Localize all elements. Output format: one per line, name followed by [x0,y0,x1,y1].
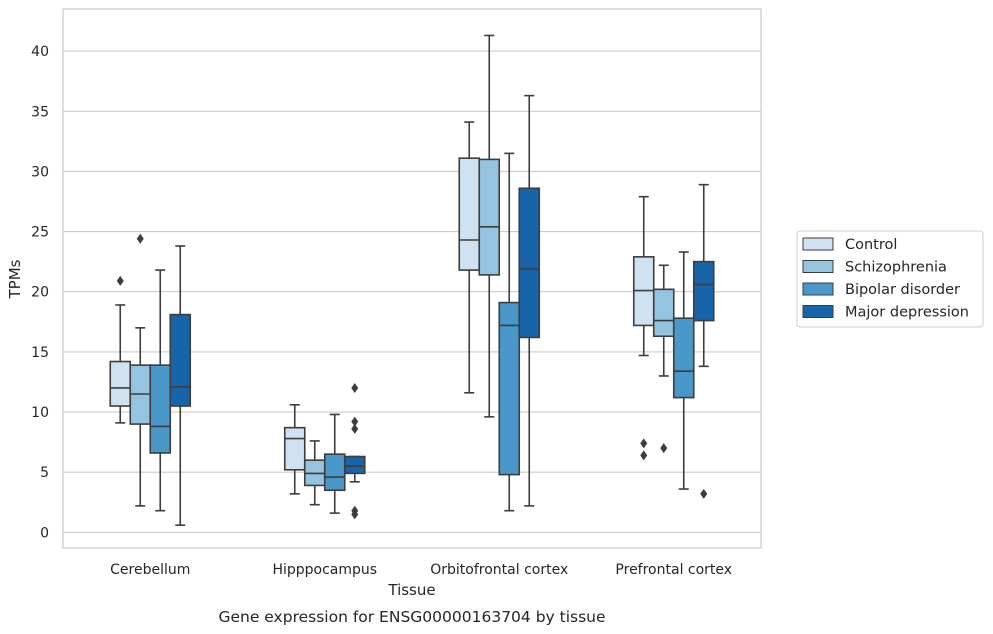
box-2-0 [458,121,481,394]
box-2-2 [498,152,521,512]
outlier-marker [136,233,144,244]
box-2-1 [478,34,501,418]
y-tick-labels: 0 5 10 15 20 25 30 35 40 [31,44,49,541]
outlier-marker [640,450,648,461]
x-tick-label: Prefrontal cortex [615,562,732,578]
y-tick-label: 0 [40,525,49,541]
box-iqr [323,453,346,492]
box-iqr [109,360,132,407]
y-tick-label: 25 [31,225,49,241]
legend-label: Control [845,237,897,253]
y-tick-label: 35 [31,104,49,120]
box-iqr [518,187,541,339]
box-iqr [692,260,715,322]
y-tick-label: 20 [31,285,49,301]
box-iqr [498,301,521,476]
box-3-1 [652,264,675,454]
box-1-3 [343,382,366,520]
box-iqr [169,313,192,407]
box-3-2 [672,251,695,490]
box-iqr [458,157,481,271]
y-tick-label: 40 [31,44,49,60]
legend: Control Schizophrenia Bipolar disorder Majo… [796,230,984,328]
y-tick-label: 15 [31,345,49,361]
x-tick-label: Cerebellum [110,562,190,578]
box-iqr [478,158,501,276]
legend-frame [796,230,984,328]
outlier-marker [640,438,648,449]
box-iqr [672,317,695,399]
box-groups [109,34,715,526]
chart-caption: Gene expression for ENSG00000163704 by t… [218,608,605,626]
plot-frame [62,8,762,549]
outlier-marker [351,382,359,393]
box-0-3 [169,245,192,526]
legend-swatch [802,305,834,318]
outlier-marker [660,443,668,454]
box-1-0 [283,404,306,495]
legend-swatch [802,282,834,296]
outlier-marker [351,416,359,427]
box-iqr [343,455,366,475]
outlier-marker [700,488,708,499]
plot-area [63,9,761,548]
box-0-2 [149,269,172,512]
legend-swatch [802,260,834,273]
outlier-marker [116,275,124,286]
legend-label: Major depression [845,305,969,321]
legend-label: Schizophrenia [845,260,947,276]
legend-swatch [802,237,834,251]
box-3-3 [692,183,715,499]
legend-label: Bipolar disorder [845,282,960,298]
box-iqr [149,364,172,454]
outlier-marker [351,509,359,520]
y-tick-label: 10 [31,405,49,421]
x-tick-label: Orbitofrontal cortex [430,562,568,578]
box-2-3 [518,94,541,507]
box-iqr [652,288,675,338]
box-iqr [283,426,306,471]
outlier-marker [351,423,359,434]
y-axis-label: TPMs [6,259,24,299]
x-tick-labels: Cerebellum Hipppocampus Orbitofrontal cort… [110,562,732,578]
y-tick-label: 30 [31,164,49,180]
x-tick-label: Hipppocampus [272,562,377,578]
box-0-0 [109,275,132,424]
y-tick-label: 5 [40,465,49,481]
x-axis-label: Tissue [387,581,435,599]
